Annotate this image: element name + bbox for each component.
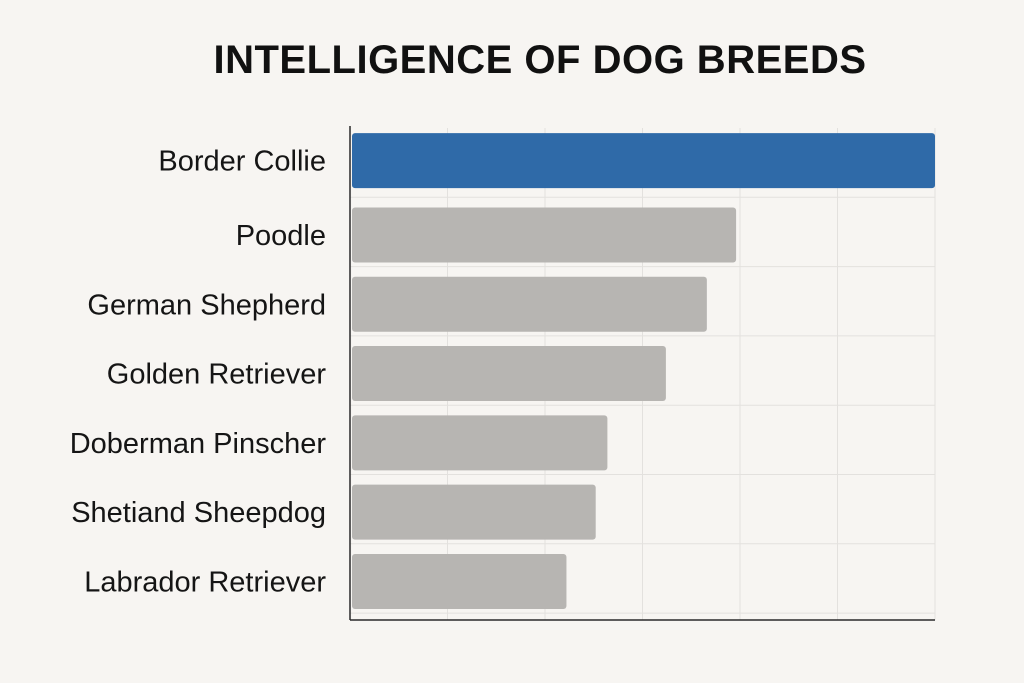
bar-doberman-pinscher (352, 415, 608, 471)
chart-title: INTELLIGENCE OF DOG BREEDS (213, 38, 867, 82)
bar-german-shepherd (352, 276, 707, 332)
category-label: Labrador Retriever (84, 566, 326, 598)
category-labels: Border Collie Poodle German Shepherd Golden… (70, 146, 327, 599)
category-label: Golden Retriever (107, 359, 327, 391)
bar-shetiand-sheepdog (352, 484, 596, 540)
category-label: Shetiand Sheepdog (71, 497, 326, 529)
category-label: Doberman Pinscher (70, 428, 327, 460)
axes (349, 126, 935, 621)
category-label: German Shepherd (87, 289, 326, 321)
category-label: Border Collie (158, 146, 326, 178)
bar-poodle (352, 207, 737, 263)
category-label: Poodle (236, 220, 326, 252)
bars (352, 133, 935, 609)
bar-labrador-retriever (352, 553, 567, 609)
bar-border-collie (352, 133, 935, 189)
bar-golden-retriever (352, 346, 666, 402)
